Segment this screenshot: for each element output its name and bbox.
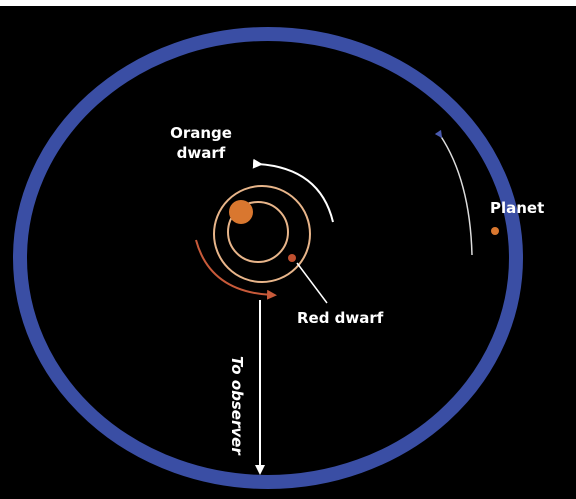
background bbox=[0, 6, 576, 499]
planet bbox=[491, 227, 499, 235]
label: Red dwarf bbox=[297, 309, 384, 327]
label: dwarf bbox=[177, 144, 226, 162]
orange-dwarf bbox=[229, 200, 253, 224]
red-dwarf bbox=[288, 254, 296, 262]
label: To observer bbox=[228, 356, 246, 456]
label: Planet bbox=[490, 199, 544, 217]
diagram: Orange dwarf Planet Red dwarf To observe… bbox=[0, 0, 576, 499]
label: Orange bbox=[170, 124, 232, 142]
page: Orange dwarf Planet Red dwarf To observe… bbox=[0, 0, 576, 499]
